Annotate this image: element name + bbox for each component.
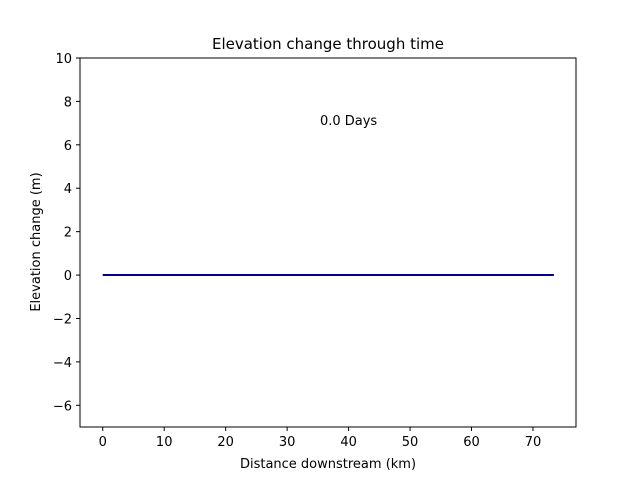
y-tick-label: 4 bbox=[64, 182, 72, 197]
plot-frame bbox=[79, 57, 577, 428]
x-tick-label: 40 bbox=[340, 435, 357, 450]
y-tick-label: 10 bbox=[55, 52, 72, 67]
x-tick-label: 10 bbox=[156, 435, 173, 450]
y-tick-label: 8 bbox=[64, 95, 72, 110]
x-tick-label: 60 bbox=[463, 435, 480, 450]
y-tick-label: −6 bbox=[53, 399, 72, 414]
y-tick-label: 6 bbox=[64, 139, 72, 154]
y-tick-label: −4 bbox=[53, 356, 72, 371]
y-tick-label: 2 bbox=[64, 226, 72, 241]
days-annotation: 0.0 Days bbox=[320, 114, 377, 129]
chart-title: Elevation change through time bbox=[212, 35, 444, 53]
x-tick-label: 70 bbox=[525, 435, 542, 450]
x-tick-label: 50 bbox=[402, 435, 419, 450]
y-tick-label: 0 bbox=[64, 269, 72, 284]
x-axis-label: Distance downstream (km) bbox=[240, 457, 416, 472]
y-tick-label: −2 bbox=[53, 312, 72, 327]
x-tick-label: 0 bbox=[99, 435, 107, 450]
y-axis-label: Elevation change (m) bbox=[29, 172, 44, 311]
x-tick-label: 20 bbox=[217, 435, 234, 450]
x-tick-label: 30 bbox=[279, 435, 296, 450]
